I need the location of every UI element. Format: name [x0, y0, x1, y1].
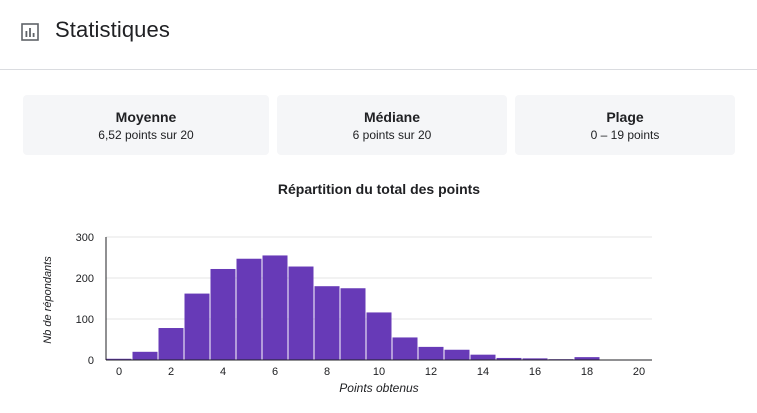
page-title: Statistiques — [55, 17, 170, 42]
histogram-bar[interactable] — [132, 351, 158, 360]
y-axis-label: Nb de répondants — [42, 256, 54, 344]
points-distribution-chart: Répartition du total des points 01002003… — [42, 181, 652, 395]
range-card: Plage 0 – 19 points — [515, 95, 735, 155]
mean-label: Moyenne — [115, 109, 177, 125]
chart-title: Répartition du total des points — [278, 181, 480, 197]
x-tick-label: 8 — [324, 366, 330, 378]
histogram-bar[interactable] — [418, 346, 444, 360]
histogram-bar[interactable] — [444, 349, 470, 360]
median-label: Médiane — [363, 109, 420, 125]
histogram-bar[interactable] — [470, 354, 496, 360]
histogram-bar[interactable] — [106, 358, 132, 360]
median-card: Médiane 6 points sur 20 — [277, 95, 507, 155]
x-axis-label: Points obtenus — [339, 381, 418, 395]
summary-cards: Moyenne 6,52 points sur 20 Médiane 6 poi… — [0, 95, 757, 155]
y-tick-label: 200 — [76, 273, 94, 285]
median-value: 6 points sur 20 — [352, 128, 432, 142]
x-tick-label: 6 — [272, 366, 278, 378]
y-tick-label: 100 — [76, 314, 94, 326]
histogram-bar[interactable] — [262, 255, 288, 360]
x-tick-label: 20 — [633, 366, 645, 378]
histogram-bar[interactable] — [496, 357, 522, 360]
x-tick-label: 18 — [581, 366, 593, 378]
x-tick-label: 2 — [168, 366, 174, 378]
range-value: 0 – 19 points — [590, 128, 660, 142]
y-tick-label: 0 — [88, 355, 94, 367]
histogram-bar[interactable] — [392, 337, 418, 360]
range-label: Plage — [606, 109, 644, 125]
x-tick-label: 0 — [116, 366, 122, 378]
histogram-bar[interactable] — [158, 328, 184, 360]
histogram-bar[interactable] — [366, 312, 392, 360]
histogram-bar[interactable] — [210, 268, 236, 360]
histogram-bar[interactable] — [574, 357, 600, 360]
histogram-bar[interactable] — [288, 266, 314, 360]
x-tick-label: 12 — [425, 366, 437, 378]
histogram-bar[interactable] — [236, 258, 262, 360]
x-tick-label: 14 — [477, 366, 489, 378]
bar-chart-icon — [21, 23, 39, 41]
mean-card: Moyenne 6,52 points sur 20 — [23, 95, 269, 155]
x-tick-label: 4 — [220, 366, 226, 378]
histogram-bar[interactable] — [522, 358, 548, 360]
histogram-bar[interactable] — [314, 286, 340, 360]
histogram-bar[interactable] — [340, 288, 366, 360]
x-tick-label: 10 — [373, 366, 385, 378]
histogram-bar[interactable] — [184, 293, 210, 360]
statistics-header: Statistiques — [0, 0, 757, 70]
x-tick-label: 16 — [529, 366, 541, 378]
mean-value: 6,52 points sur 20 — [98, 128, 194, 142]
y-tick-label: 300 — [76, 232, 94, 244]
